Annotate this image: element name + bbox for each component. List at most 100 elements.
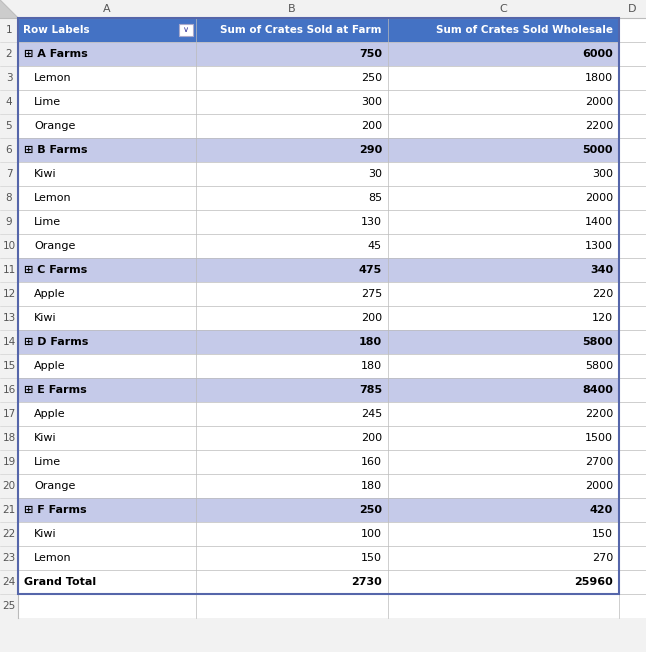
Text: ⊞ E Farms: ⊞ E Farms bbox=[24, 385, 87, 395]
Text: 25960: 25960 bbox=[574, 577, 613, 587]
Bar bbox=[18, 66, 619, 90]
Bar bbox=[18, 114, 619, 138]
Text: 2200: 2200 bbox=[585, 121, 613, 131]
Text: 85: 85 bbox=[368, 193, 382, 203]
Text: 4: 4 bbox=[6, 97, 12, 107]
Text: Apple: Apple bbox=[34, 289, 66, 299]
Text: 250: 250 bbox=[359, 505, 382, 515]
Text: 1300: 1300 bbox=[585, 241, 613, 251]
Bar bbox=[18, 210, 619, 234]
Text: Lime: Lime bbox=[34, 97, 61, 107]
Bar bbox=[18, 546, 619, 570]
Bar bbox=[18, 354, 619, 378]
Text: 160: 160 bbox=[361, 457, 382, 467]
Bar bbox=[18, 234, 619, 258]
Text: Orange: Orange bbox=[34, 121, 76, 131]
Text: 5800: 5800 bbox=[583, 337, 613, 347]
Text: 16: 16 bbox=[3, 385, 16, 395]
Text: 10: 10 bbox=[3, 241, 16, 251]
Text: 1: 1 bbox=[6, 25, 12, 35]
Text: 15: 15 bbox=[3, 361, 16, 371]
Text: 200: 200 bbox=[361, 313, 382, 323]
Text: 200: 200 bbox=[361, 433, 382, 443]
Text: Sum of Crates Sold at Farm: Sum of Crates Sold at Farm bbox=[220, 25, 382, 35]
Text: 13: 13 bbox=[3, 313, 16, 323]
Text: 1800: 1800 bbox=[585, 73, 613, 83]
Text: Apple: Apple bbox=[34, 409, 66, 419]
Bar bbox=[18, 402, 619, 426]
Text: Lime: Lime bbox=[34, 217, 61, 227]
Text: 130: 130 bbox=[361, 217, 382, 227]
Text: 275: 275 bbox=[360, 289, 382, 299]
Text: Grand Total: Grand Total bbox=[24, 577, 96, 587]
Text: 120: 120 bbox=[592, 313, 613, 323]
Text: Kiwi: Kiwi bbox=[34, 529, 57, 539]
Text: Orange: Orange bbox=[34, 241, 76, 251]
Text: 11: 11 bbox=[3, 265, 16, 275]
Text: B: B bbox=[288, 4, 296, 14]
Text: 14: 14 bbox=[3, 337, 16, 347]
Text: 5800: 5800 bbox=[585, 361, 613, 371]
Text: ∨: ∨ bbox=[183, 25, 189, 35]
Text: Lemon: Lemon bbox=[34, 73, 72, 83]
Bar bbox=[18, 186, 619, 210]
Bar bbox=[18, 330, 619, 354]
Text: 150: 150 bbox=[361, 553, 382, 563]
Bar bbox=[18, 42, 619, 66]
Text: 9: 9 bbox=[6, 217, 12, 227]
Bar bbox=[18, 90, 619, 114]
Bar bbox=[18, 138, 619, 162]
Text: 18: 18 bbox=[3, 433, 16, 443]
Text: 22: 22 bbox=[3, 529, 16, 539]
Text: 20: 20 bbox=[3, 481, 16, 491]
Text: 180: 180 bbox=[361, 361, 382, 371]
Text: Lemon: Lemon bbox=[34, 553, 72, 563]
Text: 290: 290 bbox=[359, 145, 382, 155]
Text: Kiwi: Kiwi bbox=[34, 169, 57, 179]
Bar bbox=[18, 18, 619, 594]
Text: 2000: 2000 bbox=[585, 97, 613, 107]
Text: Apple: Apple bbox=[34, 361, 66, 371]
Text: 2: 2 bbox=[6, 49, 12, 59]
Text: 270: 270 bbox=[592, 553, 613, 563]
Text: 180: 180 bbox=[359, 337, 382, 347]
Text: 24: 24 bbox=[3, 577, 16, 587]
Bar bbox=[18, 522, 619, 546]
Text: Lemon: Lemon bbox=[34, 193, 72, 203]
Text: 19: 19 bbox=[3, 457, 16, 467]
Text: 220: 220 bbox=[592, 289, 613, 299]
Text: 7: 7 bbox=[6, 169, 12, 179]
Text: 250: 250 bbox=[361, 73, 382, 83]
Text: 3: 3 bbox=[6, 73, 12, 83]
Text: 340: 340 bbox=[590, 265, 613, 275]
Text: 21: 21 bbox=[3, 505, 16, 515]
Text: ⊞ B Farms: ⊞ B Farms bbox=[24, 145, 87, 155]
Text: 12: 12 bbox=[3, 289, 16, 299]
Text: 2730: 2730 bbox=[351, 577, 382, 587]
Text: Orange: Orange bbox=[34, 481, 76, 491]
Bar bbox=[18, 450, 619, 474]
Bar bbox=[18, 378, 619, 402]
Text: 5000: 5000 bbox=[583, 145, 613, 155]
Text: 8400: 8400 bbox=[582, 385, 613, 395]
Text: 8: 8 bbox=[6, 193, 12, 203]
Text: Kiwi: Kiwi bbox=[34, 313, 57, 323]
Text: 300: 300 bbox=[361, 97, 382, 107]
Text: 25: 25 bbox=[3, 601, 16, 611]
Text: Row Labels: Row Labels bbox=[23, 25, 90, 35]
Text: 2000: 2000 bbox=[585, 193, 613, 203]
Text: 45: 45 bbox=[368, 241, 382, 251]
Text: ⊞ A Farms: ⊞ A Farms bbox=[24, 49, 88, 59]
Text: Sum of Crates Sold Wholesale: Sum of Crates Sold Wholesale bbox=[436, 25, 613, 35]
Polygon shape bbox=[0, 0, 18, 18]
Bar bbox=[18, 498, 619, 522]
Text: 1500: 1500 bbox=[585, 433, 613, 443]
Text: 100: 100 bbox=[361, 529, 382, 539]
Bar bbox=[18, 18, 619, 42]
Text: 180: 180 bbox=[361, 481, 382, 491]
Text: 300: 300 bbox=[592, 169, 613, 179]
Text: D: D bbox=[629, 4, 637, 14]
Text: ⊞ D Farms: ⊞ D Farms bbox=[24, 337, 89, 347]
Bar bbox=[179, 24, 193, 36]
Text: 2200: 2200 bbox=[585, 409, 613, 419]
